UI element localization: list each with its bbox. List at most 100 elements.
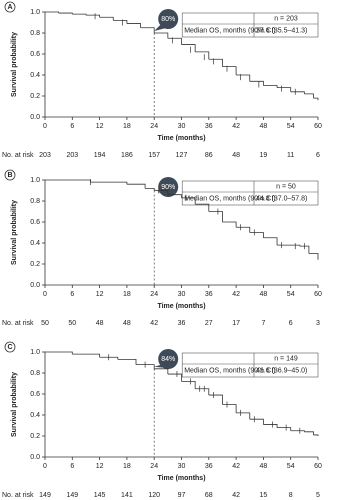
marker-pointer — [154, 365, 167, 368]
survival-step — [222, 404, 237, 413]
at-risk-value: 19 — [260, 152, 268, 159]
x-tick-label: 18 — [123, 463, 131, 470]
n-label: n = 50 — [276, 183, 296, 190]
survival-step — [58, 12, 73, 15]
x-tick-label: 36 — [205, 291, 213, 298]
at-risk-label: No. at risk — [2, 320, 34, 327]
y-tick-label: 0.2 — [30, 93, 40, 100]
at-risk-value: 157 — [148, 152, 160, 159]
y-tick-label: 0.2 — [30, 433, 40, 440]
x-tick-label: 60 — [314, 123, 322, 130]
at-risk-value: 17 — [232, 320, 240, 327]
info-table — [181, 12, 319, 38]
at-risk-value: 5 — [316, 492, 320, 499]
survival-step — [313, 97, 319, 101]
at-risk-value: 11 — [287, 152, 294, 159]
survival-step — [72, 13, 87, 16]
survival-step — [167, 194, 182, 198]
survival-step — [195, 51, 210, 60]
survival-step — [195, 388, 210, 396]
survival-step — [249, 232, 264, 238]
marker-bubble — [158, 349, 179, 369]
y-tick-label: 0.0 — [30, 454, 40, 461]
x-tick-label: 54 — [287, 123, 295, 130]
survival-step — [45, 179, 91, 183]
at-risk-value: 86 — [205, 152, 213, 159]
x-tick-label: 24 — [150, 291, 158, 298]
panel-label: A — [7, 4, 12, 11]
at-risk-value: 15 — [260, 492, 268, 499]
at-risk-value: 48 — [123, 320, 131, 327]
survival-step — [304, 93, 314, 99]
survival-step — [90, 181, 128, 185]
at-risk-value: 7 — [261, 320, 265, 327]
survival-step — [308, 253, 319, 260]
marker-bubble — [158, 9, 179, 29]
marker-label: 90% — [161, 184, 175, 191]
survival-step — [236, 74, 251, 82]
at-risk-value: 194 — [94, 152, 106, 159]
at-risk-value: 36 — [178, 320, 186, 327]
at-risk-label: No. at risk — [2, 492, 34, 499]
x-tick-label: 36 — [205, 463, 213, 470]
x-axis-label: Time (months) — [157, 135, 205, 142]
survival-step — [249, 418, 264, 425]
survival-step — [140, 27, 155, 33]
y-tick-label: 0.2 — [30, 261, 40, 268]
x-tick-label: 0 — [43, 123, 47, 130]
at-risk-value: 42 — [232, 492, 240, 499]
y-axis-label: Survival probability — [11, 372, 18, 437]
survival-step — [117, 358, 137, 365]
info-table — [181, 180, 319, 206]
panel-label: C — [7, 344, 12, 351]
x-tick-label: 60 — [314, 291, 322, 298]
at-risk-value: 203 — [66, 152, 78, 159]
at-risk-value: 48 — [96, 320, 104, 327]
at-risk-label: No. at risk — [2, 152, 34, 159]
survival-step — [145, 188, 155, 191]
marker-label: 80% — [161, 16, 175, 23]
x-tick-label: 12 — [96, 291, 104, 298]
survival-step — [126, 23, 141, 28]
x-tick-label: 0 — [43, 463, 47, 470]
at-risk-value: 186 — [121, 152, 133, 159]
at-risk-value: 149 — [66, 492, 78, 499]
x-tick-label: 36 — [205, 123, 213, 130]
x-tick-label: 18 — [123, 123, 131, 130]
survival-step — [99, 16, 114, 21]
survival-step — [304, 431, 314, 435]
x-tick-label: 24 — [150, 123, 158, 130]
at-risk-value: 120 — [148, 492, 160, 499]
survival-step — [236, 412, 251, 420]
x-tick-label: 30 — [178, 123, 186, 130]
y-tick-label: 0.6 — [30, 219, 40, 226]
x-tick-label: 48 — [260, 291, 268, 298]
survival-step — [113, 20, 128, 24]
survival-step — [136, 364, 155, 369]
panel-badge — [4, 1, 16, 13]
survival-step — [99, 356, 119, 360]
at-risk-value: 127 — [176, 152, 188, 159]
x-tick-label: 18 — [123, 291, 131, 298]
at-risk-value: 149 — [39, 492, 51, 499]
y-tick-label: 0.6 — [30, 51, 40, 58]
y-tick-label: 1.0 — [30, 177, 40, 184]
survival-step — [45, 351, 73, 355]
panel-badge — [4, 169, 16, 181]
survival-step — [263, 237, 278, 246]
median-label: Median OS, months (90% CI) — [184, 367, 275, 374]
y-tick-label: 0.8 — [30, 30, 40, 37]
at-risk-value: 42 — [150, 320, 158, 327]
survival-step — [299, 245, 310, 254]
survival-step — [208, 58, 223, 67]
y-tick-label: 0.4 — [30, 72, 40, 79]
x-axis-label: Time (months) — [157, 303, 205, 310]
y-tick-label: 0.4 — [30, 412, 40, 419]
at-risk-value: 203 — [39, 152, 51, 159]
at-risk-value: 48 — [232, 152, 240, 159]
at-risk-value: 141 — [121, 492, 133, 499]
survival-step — [72, 353, 100, 358]
at-risk-value: 6 — [289, 320, 293, 327]
